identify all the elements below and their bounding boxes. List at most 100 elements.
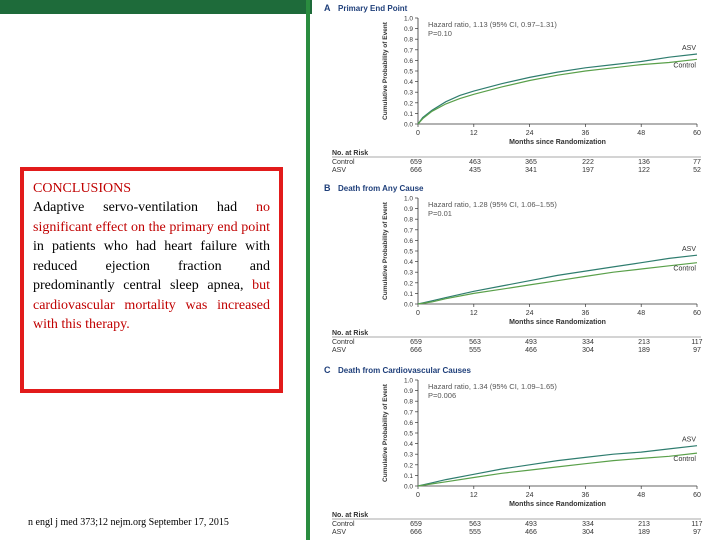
risk-table-cell: 213 [638, 521, 650, 528]
risk-row-label: ASV [332, 529, 346, 536]
risk-table-cell: 666 [410, 529, 422, 536]
series-label: Control [673, 62, 696, 69]
conclusion-highlight: but cardiovascular mortality was increas… [33, 278, 270, 332]
risk-table-cell: 365 [525, 159, 537, 166]
risk-row-label: Control [332, 339, 355, 346]
y-axis-label: Cumulative Probability of Event [382, 201, 389, 300]
risk-table-header: No. at Risk [332, 512, 368, 519]
x-tick-label: 12 [470, 130, 478, 137]
risk-table-cell: 222 [582, 159, 594, 166]
risk-table-cell: 334 [582, 521, 594, 528]
y-tick-label: 0.8 [404, 217, 413, 224]
y-tick-label: 0.7 [404, 409, 413, 416]
hazard-ratio-annotation: Hazard ratio, 1.28 (95% CI, 1.06–1.55) [428, 200, 557, 209]
risk-table-cell: 97 [693, 529, 701, 536]
y-tick-label: 0.7 [404, 47, 413, 54]
x-tick-label: 36 [582, 492, 590, 499]
series-line-control [417, 58, 698, 125]
series-line-control [417, 452, 698, 487]
risk-row-label: ASV [332, 167, 346, 174]
series-line-asv [417, 53, 698, 125]
y-tick-label: 0.8 [404, 37, 413, 44]
x-tick-label: 36 [582, 130, 590, 137]
risk-table-cell: 304 [582, 529, 594, 536]
x-tick-label: 36 [582, 310, 590, 317]
series-label: ASV [682, 45, 696, 52]
series-label: Control [673, 266, 696, 273]
risk-table-cell: 659 [410, 159, 422, 166]
y-tick-label: 0.3 [404, 270, 413, 277]
x-axis-label: Months since Randomization [509, 139, 606, 146]
risk-table-cell: 659 [410, 521, 422, 528]
accent-line [306, 0, 310, 540]
y-tick-label: 0.2 [404, 100, 413, 107]
y-tick-label: 1.0 [404, 378, 413, 385]
series-label: Control [673, 456, 696, 463]
y-tick-label: 0.6 [404, 420, 413, 427]
risk-table-cell: 197 [582, 167, 594, 174]
conclusion-title: CONCLUSIONS [33, 181, 132, 196]
panel-title: Death from Any Cause [338, 184, 424, 193]
x-tick-label: 0 [416, 130, 420, 137]
x-tick-label: 24 [526, 130, 534, 137]
p-value-annotation: P=0.10 [428, 29, 452, 38]
conclusion-text-part: in patients who had heart failure with r… [33, 239, 270, 293]
y-axis-label: Cumulative Probability of Event [382, 383, 389, 482]
risk-table-cell: 466 [525, 347, 537, 354]
series-label: ASV [682, 437, 696, 444]
risk-table-cell: 136 [638, 159, 650, 166]
x-tick-label: 60 [693, 492, 701, 499]
risk-table-cell: 555 [469, 529, 481, 536]
risk-table-cell: 122 [638, 167, 650, 174]
risk-row-label: Control [332, 159, 355, 166]
y-tick-label: 0.5 [404, 69, 413, 76]
risk-table-cell: 117 [691, 339, 702, 346]
risk-table-cell: 563 [469, 339, 481, 346]
citation: n engl j med 373;12 nejm.org September 1… [28, 517, 229, 528]
panel-title: Death from Cardiovascular Causes [338, 366, 471, 375]
x-axis-label: Months since Randomization [509, 501, 606, 508]
x-tick-label: 0 [416, 310, 420, 317]
risk-table-cell: 213 [638, 339, 650, 346]
kaplan-meier-figure: A Primary End Point 0.0 0.1 0.2 0.3 0.4 0.5 0.6 0… [324, 3, 703, 536]
y-tick-label: 0.4 [404, 259, 413, 266]
y-tick-label: 0.5 [404, 431, 413, 438]
x-tick-label: 12 [470, 492, 478, 499]
y-tick-label: 0.0 [404, 302, 413, 309]
y-tick-label: 0.6 [404, 58, 413, 65]
y-tick-label: 0.0 [404, 484, 413, 491]
p-value-annotation: P=0.01 [428, 209, 452, 218]
x-tick-label: 60 [693, 310, 701, 317]
y-tick-label: 0.9 [404, 26, 413, 33]
y-tick-label: 0.6 [404, 238, 413, 245]
risk-table-header: No. at Risk [332, 150, 368, 157]
y-tick-label: 0.8 [404, 399, 413, 406]
risk-table-cell: 97 [693, 347, 701, 354]
risk-table-cell: 52 [693, 167, 701, 174]
risk-table-cell: 435 [469, 167, 481, 174]
header-bar [0, 0, 312, 14]
series-line-asv [417, 254, 698, 305]
y-tick-label: 0.9 [404, 206, 413, 213]
x-tick-label: 12 [470, 310, 478, 317]
risk-row-label: Control [332, 521, 355, 528]
y-tick-label: 0.3 [404, 452, 413, 459]
y-tick-label: 0.7 [404, 227, 413, 234]
risk-table-cell: 493 [525, 521, 537, 528]
y-tick-label: 0.0 [404, 122, 413, 129]
risk-table-cell: 659 [410, 339, 422, 346]
risk-table-cell: 341 [525, 167, 537, 174]
risk-table-header: No. at Risk [332, 330, 368, 337]
risk-table-cell: 189 [638, 347, 650, 354]
y-tick-label: 0.1 [404, 473, 413, 480]
y-axis-label: Cumulative Probability of Event [382, 21, 389, 120]
y-tick-label: 0.4 [404, 79, 413, 86]
x-axis-label: Months since Randomization [509, 319, 606, 326]
risk-row-label: ASV [332, 347, 346, 354]
y-tick-label: 0.2 [404, 462, 413, 469]
conclusion-highlight: no significant effect on the primary end… [33, 200, 270, 235]
hazard-ratio-annotation: Hazard ratio, 1.34 (95% CI, 1.09–1.65) [428, 382, 557, 391]
y-tick-label: 0.1 [404, 291, 413, 298]
panel-letter: B [324, 183, 331, 193]
x-tick-label: 60 [693, 130, 701, 137]
